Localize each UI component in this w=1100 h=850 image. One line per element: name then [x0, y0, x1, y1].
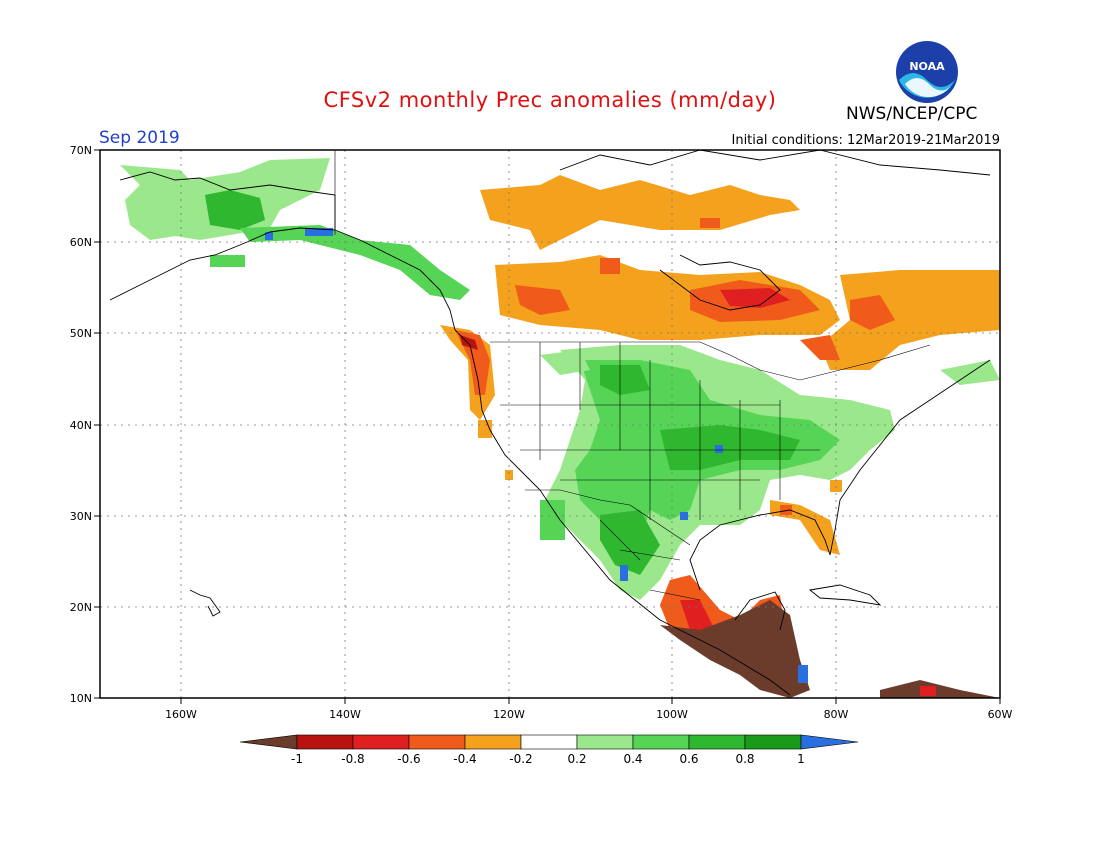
nw-us-wet: [540, 350, 590, 375]
colorbar-label: 0.8: [735, 752, 754, 766]
lat-label: 40N: [70, 419, 92, 432]
mexico-wet-core: [600, 510, 660, 575]
agency-label: NWS/NCEP/CPC: [846, 104, 978, 124]
colorbar-swatch: [688, 734, 746, 750]
mexico-blue-cell: [620, 565, 628, 581]
canada-red-cell: [700, 218, 720, 228]
california-dry-2: [505, 470, 513, 480]
lat-label: 60N: [70, 236, 92, 249]
colorbar-swatch: [352, 734, 410, 750]
lat-label: 50N: [70, 327, 92, 340]
colorbar: [239, 734, 859, 750]
colorbar-label: 0.2: [567, 752, 586, 766]
alaska-blue-cell: [265, 232, 273, 240]
lon-label: 120W: [493, 708, 525, 721]
colorbar-label: 0.4: [623, 752, 642, 766]
initial-conditions: Initial conditions: 12Mar2019-21Mar2019: [731, 133, 1001, 148]
pacific-nw-red: [455, 330, 490, 395]
colorbar-label: 1: [797, 752, 805, 766]
colorbar-label: -0.2: [509, 752, 532, 766]
pacific-nw-core: [460, 335, 478, 350]
arctic-islands: [559, 150, 991, 176]
lat-label: 70N: [70, 144, 92, 157]
alaska-blue-cell-2: [305, 228, 333, 236]
logo-text: NOAA: [909, 60, 945, 73]
colorbar-swatch: [744, 734, 802, 750]
hudson-red-core: [720, 288, 790, 308]
baja-wet: [540, 500, 565, 540]
lat-label: 20N: [70, 601, 92, 614]
anomaly-field: [109, 150, 1000, 698]
colorbar-label: 0.6: [679, 752, 698, 766]
colorbar-label: -0.8: [341, 752, 364, 766]
mexico-state-lines: [599, 519, 701, 601]
colorbar-swatch: [296, 734, 354, 750]
colorbar-arrow-low: [239, 734, 298, 750]
alaska-panhandle-coast: [334, 229, 456, 331]
us-blue-cell: [715, 445, 723, 453]
hudson-bay-coast: [659, 254, 781, 311]
pacific-coast: [454, 329, 791, 696]
great-lakes-dry: [800, 335, 840, 360]
axis-ticks: [94, 149, 1001, 704]
colorbar-swatch: [632, 734, 690, 750]
borders: [334, 150, 931, 601]
colorbar-swatch: [576, 734, 634, 750]
forecast-month: Sep 2019: [99, 128, 180, 148]
us-mexico-border: [525, 489, 691, 546]
colorbar-label: -0.4: [453, 752, 476, 766]
us-canada-border: [490, 341, 931, 381]
state-lines-2: [500, 404, 820, 481]
canada-north-dry: [480, 175, 800, 250]
lon-label: 140W: [329, 708, 361, 721]
lon-label: 100W: [656, 708, 688, 721]
gulf-alaska-wet: [240, 225, 470, 300]
hawaii-coast: [189, 589, 221, 617]
atlantic-coast: [829, 359, 991, 556]
caribbean-red: [920, 686, 936, 696]
colorbar-arrow-high: [800, 734, 859, 750]
colorbar-labels: -1 -0.8 -0.6 -0.4 -0.2 0.2 0.4 0.6 0.8 1: [291, 752, 805, 766]
map-title: CFSv2 monthly Prec anomalies (mm/day): [323, 88, 777, 112]
south-america-brown: [880, 680, 1000, 698]
northern-plains-core: [600, 365, 650, 395]
quebec-dry: [820, 270, 1000, 370]
colorbar-label: -0.6: [397, 752, 420, 766]
lon-label: 60W: [988, 708, 1013, 721]
colorbar-swatch: [520, 734, 578, 750]
alaska-wet-core: [205, 190, 265, 230]
cuba-coast: [808, 584, 882, 606]
lat-label: 10N: [70, 692, 92, 705]
central-america-brown: [660, 600, 810, 698]
latitude-labels: 70N 60N 50N 40N 30N 20N 10N: [70, 144, 92, 705]
lon-label: 160W: [165, 708, 197, 721]
noaa-logo: NOAA: [896, 41, 958, 103]
map-frame: [99, 149, 1001, 699]
canada-central-red: [515, 285, 570, 315]
quebec-red: [850, 295, 895, 330]
california-dry: [478, 420, 492, 438]
gridlines: [100, 150, 1000, 698]
texas-blue-cell: [680, 512, 688, 520]
colorbar-swatch: [464, 734, 522, 750]
central-america-blue: [798, 665, 808, 683]
lon-label: 80W: [824, 708, 849, 721]
gulf-coast: [689, 509, 831, 591]
mexico-dry-core: [680, 600, 715, 630]
colorbar-swatch: [408, 734, 466, 750]
canada-red-cell-2: [600, 258, 620, 274]
bering-wet: [210, 255, 245, 267]
florida-red-cell: [780, 505, 792, 515]
east-canada-wet: [940, 360, 1000, 385]
colorbar-label: -1: [291, 752, 303, 766]
us-central-wet-core: [660, 425, 800, 470]
lat-label: 30N: [70, 510, 92, 523]
longitude-labels: 160W 140W 120W 100W 80W 60W: [165, 708, 1012, 721]
